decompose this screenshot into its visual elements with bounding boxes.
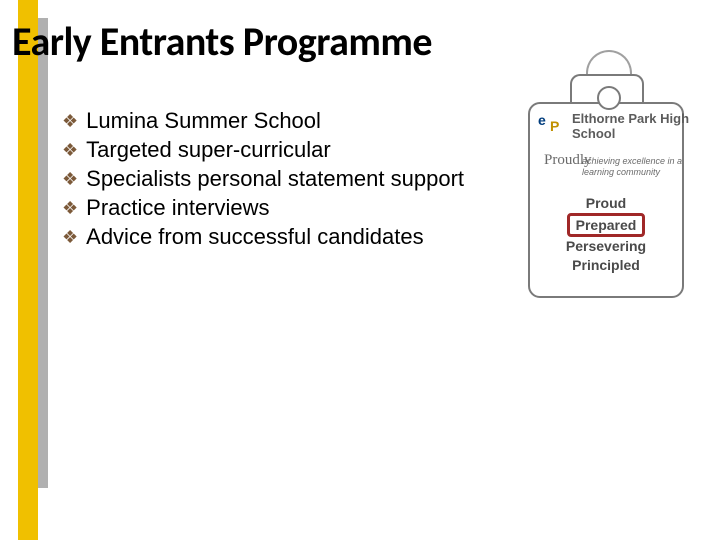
tag-value-highlighted: Prepared xyxy=(536,213,676,237)
tag-values-list: Proud Prepared Persevering Principled xyxy=(536,194,676,275)
accent-bar-grey xyxy=(38,18,48,488)
bullet-text: Advice from successful candidates xyxy=(86,224,424,250)
tag-hole-icon xyxy=(597,86,621,110)
accent-bar-yellow xyxy=(18,0,38,540)
list-item: ❖ Targeted super-curricular xyxy=(62,137,502,163)
list-item: ❖ Practice interviews xyxy=(62,195,502,221)
diamond-bullet-icon: ❖ xyxy=(62,224,78,250)
bullet-list: ❖ Lumina Summer School ❖ Targeted super-… xyxy=(62,108,502,253)
diamond-bullet-icon: ❖ xyxy=(62,137,78,163)
logo-letter-p: P xyxy=(550,118,559,134)
list-item: ❖ Specialists personal statement support xyxy=(62,166,502,192)
bullet-text: Practice interviews xyxy=(86,195,269,221)
tag-value: Persevering xyxy=(536,237,676,256)
list-item: ❖ Advice from successful candidates xyxy=(62,224,502,250)
school-logo-icon: e P xyxy=(538,112,566,136)
bullet-text: Targeted super-curricular xyxy=(86,137,331,163)
tag-value: Proud xyxy=(536,194,676,213)
tag-value: Principled xyxy=(536,256,676,275)
bullet-text: Specialists personal statement support xyxy=(86,166,464,192)
diamond-bullet-icon: ❖ xyxy=(62,166,78,192)
school-tag: e P Elthorne Park High School Proudly ac… xyxy=(522,64,700,314)
highlight-box-icon: Prepared xyxy=(567,213,646,237)
list-item: ❖ Lumina Summer School xyxy=(62,108,502,134)
page-title: Early Entrants Programme xyxy=(12,20,432,64)
tag-school-header: e P Elthorne Park High School xyxy=(538,112,690,142)
school-name: Elthorne Park High School xyxy=(572,112,690,142)
logo-letter-e: e xyxy=(538,112,546,128)
diamond-bullet-icon: ❖ xyxy=(62,108,78,134)
bullet-text: Lumina Summer School xyxy=(86,108,321,134)
diamond-bullet-icon: ❖ xyxy=(62,195,78,221)
tag-motto-text: achieving excellence in a learning commu… xyxy=(582,156,690,178)
